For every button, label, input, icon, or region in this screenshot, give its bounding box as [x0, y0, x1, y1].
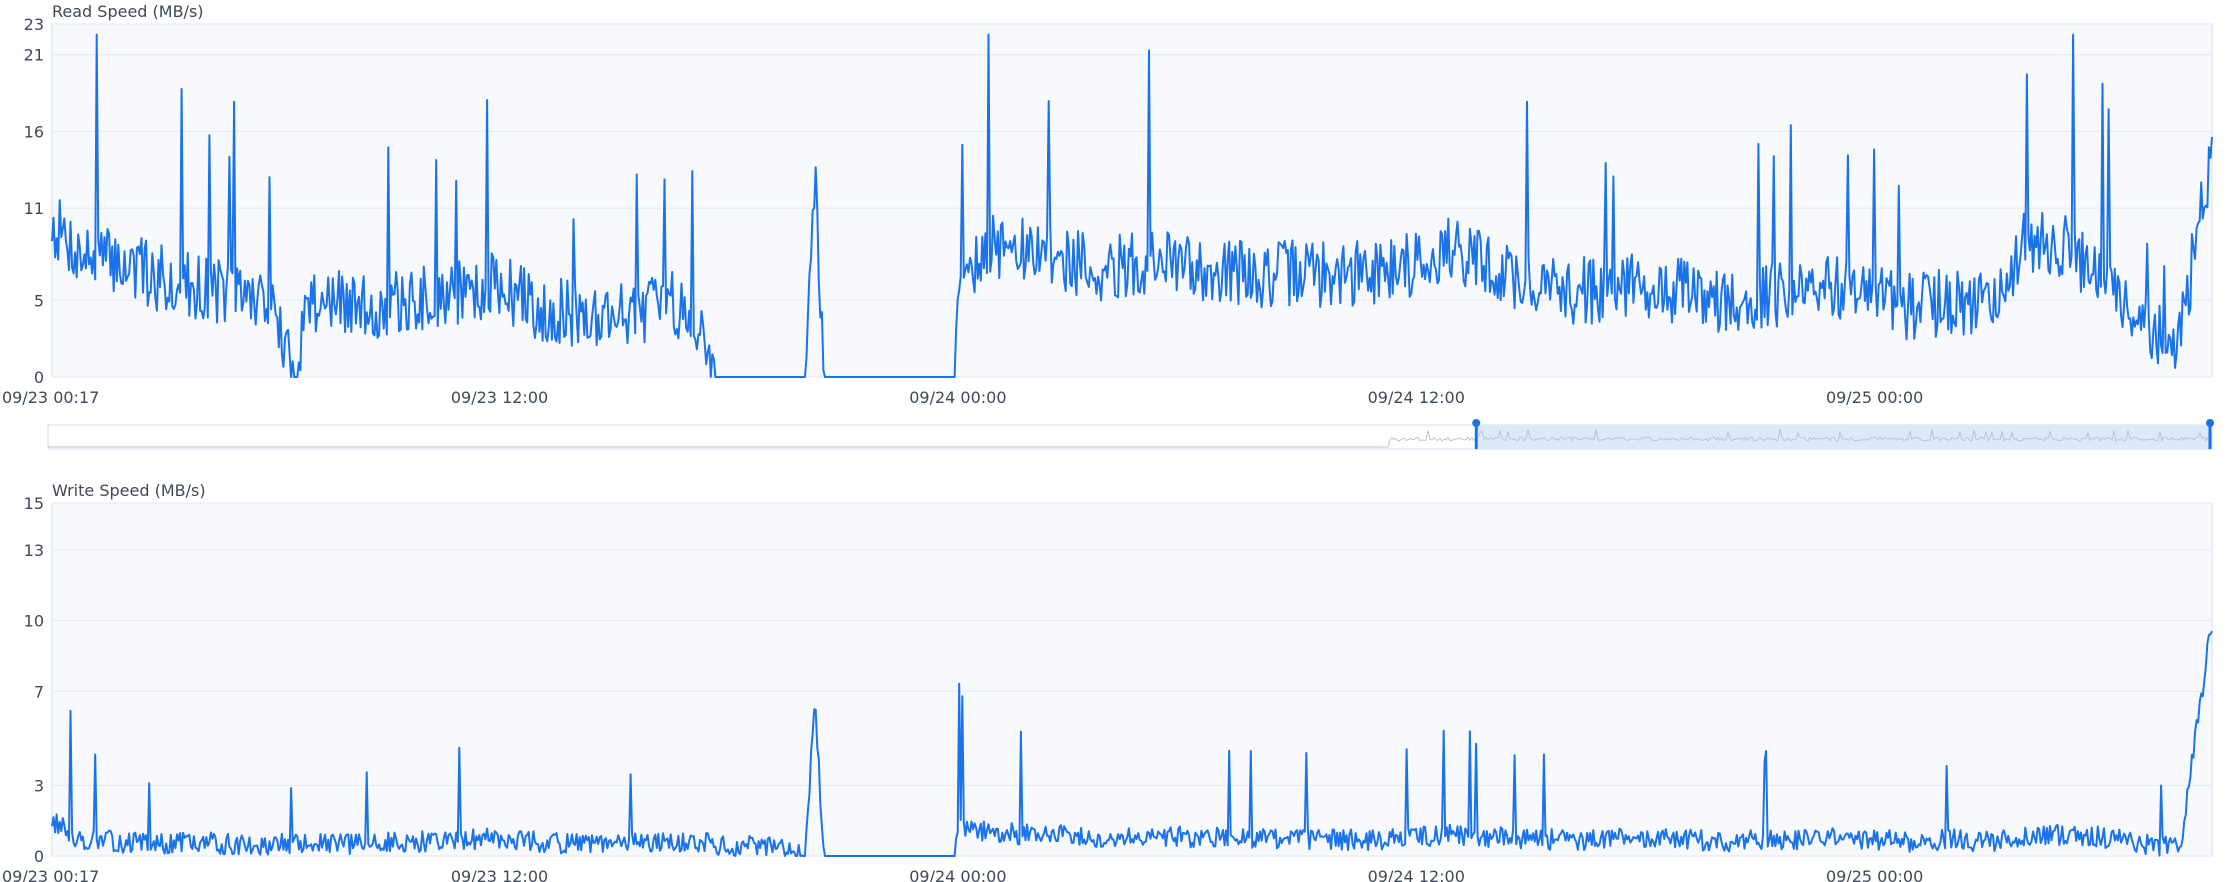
read-x-tick-label: 09/23 00:17: [2, 388, 99, 407]
navigator-selection[interactable]: [1476, 425, 2212, 449]
write-x-tick-label: 09/25 00:00: [1826, 867, 1923, 882]
write-x-tick-label: 09/23 00:17: [2, 867, 99, 882]
read-y-tick-label: 16: [24, 122, 44, 141]
write-series-line: [51, 630, 2213, 857]
write-x-tick-label: 09/24 12:00: [1368, 867, 1465, 882]
read-x-tick-label: 09/24 12:00: [1368, 388, 1465, 407]
read-x-tick-label: 09/25 00:00: [1826, 388, 1923, 407]
navigator-left-handle-knob[interactable]: [1472, 419, 1481, 427]
navigator-right-handle-knob[interactable]: [2206, 419, 2214, 427]
read-y-tick-label: 5: [34, 291, 44, 310]
read-x-tick-label: 09/24 00:00: [909, 388, 1006, 407]
write-y-tick-label: 10: [24, 612, 44, 631]
write-y-tick-label: 15: [24, 494, 44, 513]
write-y-tick-label: 13: [24, 541, 44, 560]
write-plot-area: [51, 502, 2213, 857]
read-x-tick-label: 09/23 12:00: [451, 388, 548, 407]
write-x-tick-label: 09/24 00:00: [909, 867, 1006, 882]
read-y-tick-label: 21: [24, 46, 44, 65]
read-y-tick-label: 11: [24, 199, 44, 218]
read-chart-title: Read Speed (MB/s): [52, 2, 204, 21]
write-y-tick-label: 0: [34, 847, 44, 866]
read-y-tick-label: 23: [24, 15, 44, 34]
navigator-mini-line: [48, 428, 2213, 448]
write-y-tick-label: 3: [34, 776, 44, 795]
read-y-tick-label: 0: [34, 368, 44, 387]
write-x-tick-label: 09/23 12:00: [451, 867, 548, 882]
read-plot-area: [51, 23, 2213, 378]
read-series-line: [51, 33, 2213, 378]
write-y-tick-label: 7: [34, 682, 44, 701]
write-chart-title: Write Speed (MB/s): [52, 481, 206, 500]
